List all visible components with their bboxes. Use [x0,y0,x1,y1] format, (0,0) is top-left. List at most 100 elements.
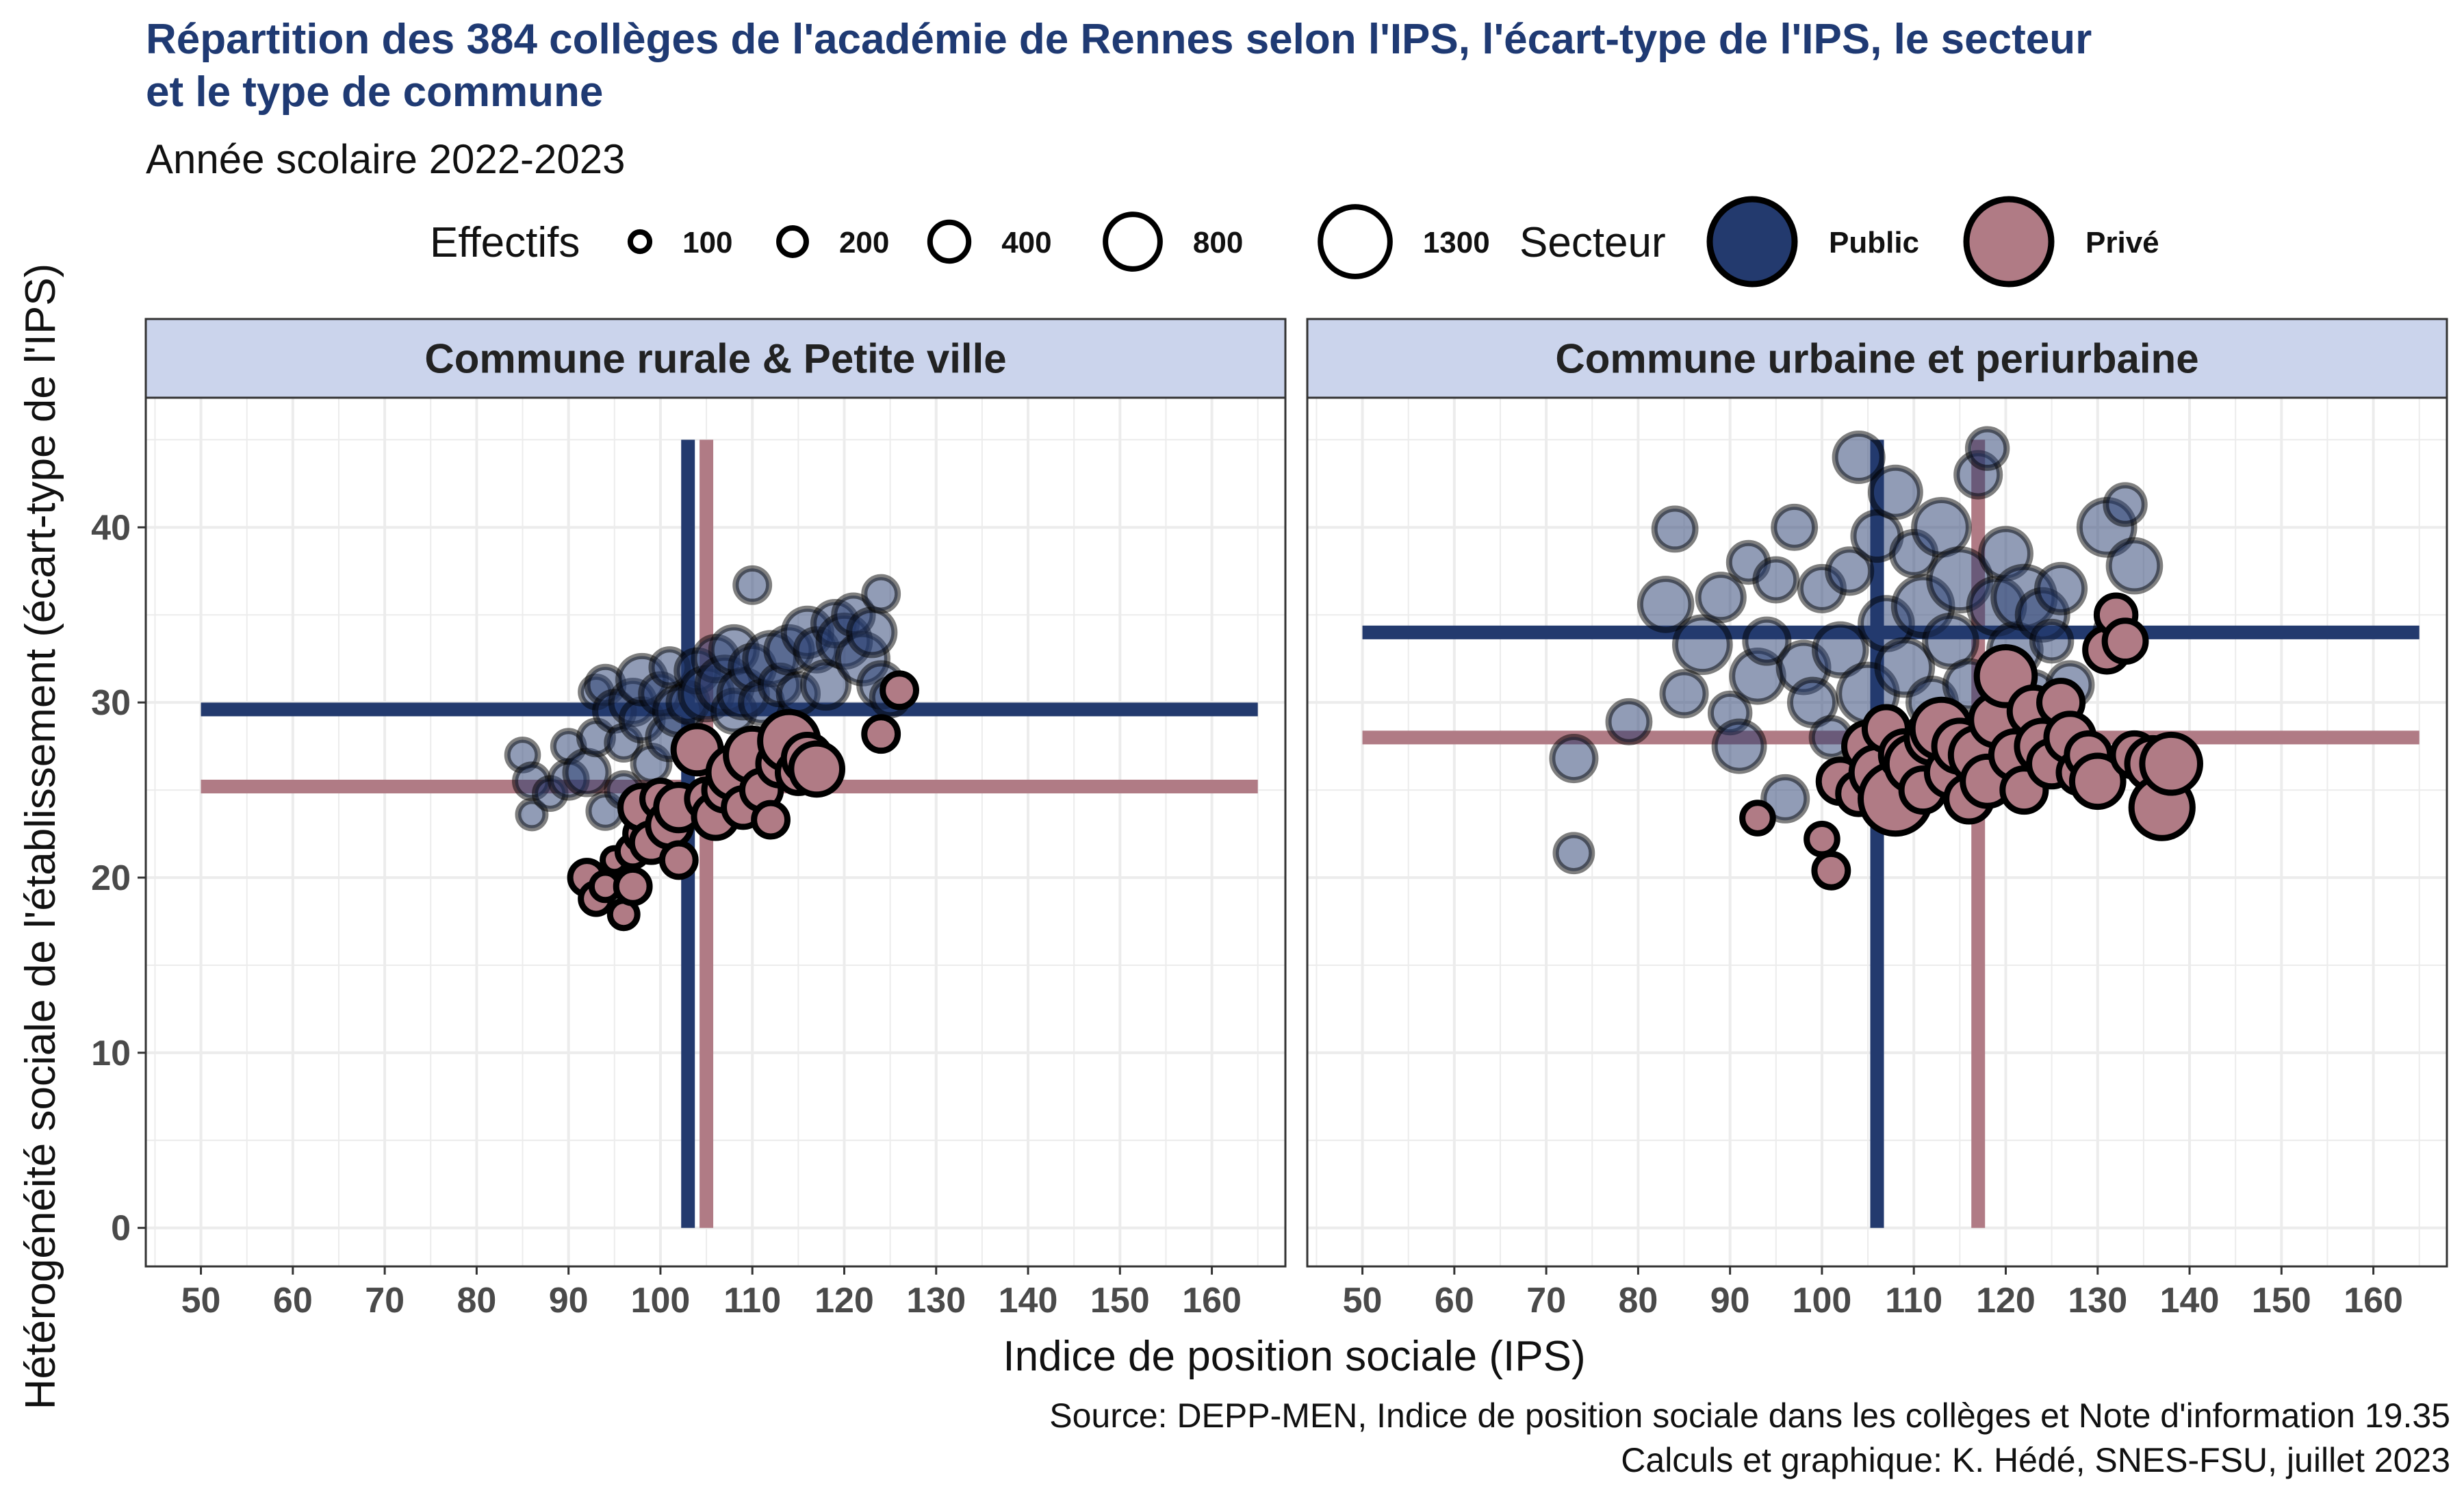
x-tick-label: 110 [1885,1281,1942,1320]
caption-source: Source: DEPP-MEN, Indice de position soc… [1049,1396,2450,1435]
x-tick-label: 50 [1343,1281,1383,1320]
x-tick-label: 160 [1182,1281,1242,1320]
panel-2: Commune urbaine et periurbaine 50 60 70 80 90… [1306,318,2448,1320]
public-college-point [1760,774,1810,824]
public-college-point [732,565,773,605]
public-college-point [1964,426,2010,471]
prive-points [567,670,919,932]
public-college-point [2103,482,2148,527]
legend-size-label-800: 800 [1193,226,1243,259]
public-college-point [1825,546,1875,596]
facet-panels: Commune rurale & Petite ville 50 60 70 80 90 1… [91,318,2448,1320]
public-college-point [1752,556,1800,604]
x-tick-label: 140 [999,1281,1058,1320]
x-tick-label: 130 [906,1281,966,1320]
public-college-point [2034,561,2088,615]
legend-color-circle-prive [1963,196,2055,288]
chart-title-line-2: et le type de commune [146,68,603,116]
x-tick-label: 120 [1976,1281,2036,1320]
x-tick-label: 70 [365,1281,405,1320]
public-college-point [2029,618,2075,664]
prive-points [1739,592,2203,891]
y-tick-label: 40 [91,508,131,548]
public-college-point [1659,669,1709,719]
chart-header: Répartition des 384 collèges de l'académ… [146,16,2092,182]
y-tick-label: 10 [91,1034,131,1073]
legend-size-label-200: 200 [839,226,889,259]
panel-border [1306,396,2448,1268]
x-tick-label: 50 [181,1281,221,1320]
prive-college-point [1811,850,1851,891]
legend-size-circle-400 [927,219,972,264]
chart-subtitle: Année scolaire 2022-2023 [146,136,626,182]
panel-strip [144,318,1287,399]
public-college-point [1552,832,1595,875]
panel-1: Commune rurale & Petite ville 50 60 70 80 90 1… [91,318,1287,1320]
y-tick-label: 20 [91,858,131,898]
panel-border [144,396,1287,1268]
x-tick-label: 160 [2344,1281,2403,1320]
legend-size-label-100: 100 [682,226,732,259]
public-college-point [861,574,901,614]
prive-college-point [788,740,846,798]
legend-secteur-title: Secteur [1519,219,1666,266]
x-tick-label: 80 [457,1281,496,1320]
prive-college-point [1739,800,1776,837]
x-tick-label: 130 [2068,1281,2127,1320]
public-college-point [562,748,612,797]
caption-credit: Calculs et graphique: K. Hédé, SNES-FSU,… [1621,1441,2450,1479]
x-axis-ticks: 50 60 70 80 90 100 110 120 130 140 150 160 [1343,1266,2403,1320]
legend-color-label-prive: Privé [2086,226,2159,259]
public-college-point [1867,464,1923,520]
prive-college-point [2068,752,2127,811]
prive-college-point [861,714,901,754]
public-college-point [1549,734,1599,784]
prive-college-point [880,670,919,711]
x-tick-label: 110 [723,1281,781,1320]
panel-strip [1306,318,2448,399]
prive-college-point [658,840,699,880]
legend-size-circle-800 [1103,212,1163,272]
legend-effectifs-title: Effectifs [430,219,580,266]
x-tick-label: 60 [273,1281,313,1320]
legend-color-label-public: Public [1829,226,1919,259]
public-college-point [1637,576,1695,633]
prive-college-point [751,800,791,840]
x-tick-label: 90 [1710,1281,1750,1320]
public-college-point [1832,430,1886,485]
x-tick-label: 70 [1526,1281,1566,1320]
x-tick-label: 120 [814,1281,874,1320]
public-college-point [1811,621,1869,679]
chart-title-line-1: Répartition des 384 collèges de l'académ… [146,16,2092,63]
legend-size-circle-200 [776,225,809,258]
x-axis-title: Indice de position sociale (IPS) [1003,1333,1585,1380]
legend-color-circle-public [1706,196,1798,288]
public-points [504,565,912,832]
legend-size-label-1300: 1300 [1423,226,1490,259]
x-tick-label: 100 [631,1281,691,1320]
y-axis-title: Hétérogénéité sociale de l'établissement… [17,264,64,1409]
public-college-point [1605,698,1653,745]
public-college-point [1671,614,1733,676]
prive-college-point [2101,617,2149,665]
x-axis-ticks: 50 60 70 80 90 100 110 120 130 140 150 160 [181,1266,1242,1320]
prive-college-point [613,866,653,906]
panel-strip-label: Commune urbaine et periurbaine [1555,336,2198,382]
public-college-point [1742,616,1792,666]
legend-size-label-400: 400 [1001,226,1051,259]
prive-college-point [1804,820,1840,858]
public-college-point [1695,572,1747,624]
legend: Effectifs 100 200 400 800 1300 Secteur Public Pr… [430,196,2159,288]
y-tick-label: 30 [91,683,131,723]
legend-size-circle-100 [627,229,653,255]
public-college-point [1771,503,1819,551]
x-tick-label: 150 [1090,1281,1150,1320]
x-tick-label: 80 [1618,1281,1658,1320]
public-college-point [1711,718,1767,774]
legend-size-circle-1300 [1318,204,1393,279]
public-college-point [2105,537,2164,595]
panel-strip-label: Commune rurale & Petite ville [424,336,1006,382]
public-college-point [1651,505,1699,553]
y-tick-label: 0 [111,1209,131,1249]
